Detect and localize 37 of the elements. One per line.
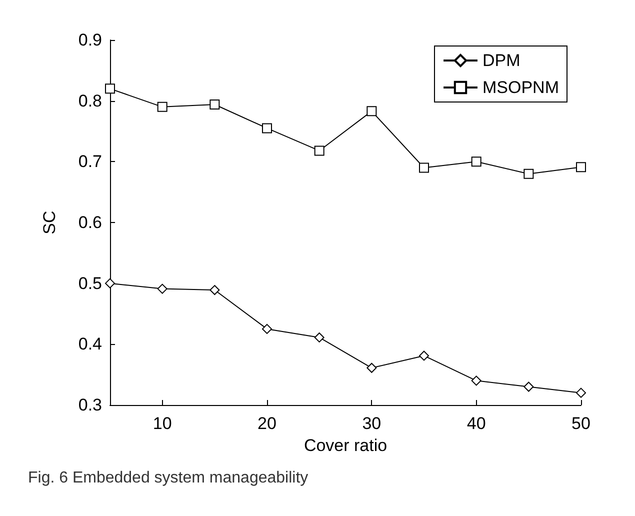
y-tick-label: 0.4	[78, 334, 102, 354]
point	[366, 362, 377, 373]
point	[210, 99, 220, 110]
y-tick-label: 0.8	[78, 91, 102, 110]
x-tick-label: 10	[152, 414, 172, 433]
y-tick-label: 0.5	[78, 274, 102, 293]
point	[157, 102, 168, 112]
legend-label: MSOPNM	[482, 78, 559, 97]
point	[524, 168, 534, 179]
point	[471, 156, 482, 167]
point	[262, 324, 272, 334]
point	[524, 382, 534, 392]
point	[576, 388, 586, 398]
x-axis-title: Cover ratio	[304, 436, 388, 455]
point	[210, 285, 220, 296]
y-tick-label: 0.3	[78, 396, 102, 414]
point	[105, 84, 115, 94]
y-tick-label: 0.9	[78, 30, 102, 50]
point	[419, 350, 429, 361]
point	[576, 162, 586, 172]
x-tick-label: 50	[572, 414, 590, 433]
x-tick-label: 20	[258, 414, 276, 433]
point	[314, 146, 324, 156]
point	[314, 332, 324, 342]
point	[471, 376, 482, 386]
y-tick-label: 0.7	[78, 152, 102, 172]
point	[262, 123, 272, 134]
legend-label: DPM	[482, 51, 520, 70]
point	[105, 278, 115, 288]
x-tick-label: 30	[362, 414, 382, 433]
point	[157, 284, 168, 294]
point	[366, 106, 377, 116]
y-tick-label: 0.6	[78, 213, 102, 232]
y-axis-title: SC	[40, 210, 59, 234]
caption: Fig. 6 Embedded system manageability	[28, 470, 308, 486]
x-tick-label: 40	[466, 414, 486, 433]
point	[419, 162, 429, 173]
